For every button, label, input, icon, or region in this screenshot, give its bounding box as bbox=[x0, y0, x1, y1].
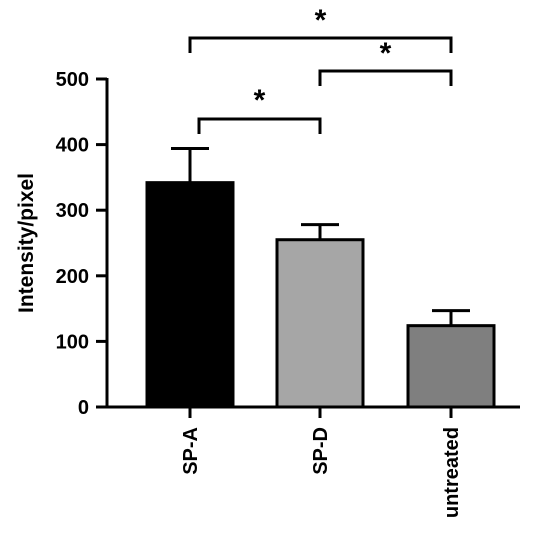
y-tick-label: 200 bbox=[56, 266, 89, 288]
y-axis-label: Intensity/pixel bbox=[15, 173, 38, 313]
y-tick-label: 100 bbox=[56, 331, 89, 353]
bars bbox=[145, 181, 496, 409]
significance-label: * bbox=[380, 37, 392, 70]
significance-label: * bbox=[315, 4, 327, 37]
significance-brackets: * * * bbox=[188, 4, 453, 134]
x-tick-label: untreated bbox=[441, 427, 463, 518]
error-bars bbox=[171, 147, 470, 326]
y-tick-label: 400 bbox=[56, 135, 89, 157]
significance-bracket bbox=[188, 36, 453, 53]
significance-bracket bbox=[197, 117, 322, 134]
bar-sp-d bbox=[275, 238, 365, 409]
bar-untreated bbox=[406, 324, 496, 409]
y-tick-label: 300 bbox=[56, 200, 89, 222]
axes: 0 100 200 300 400 500 SP-A SP-D untreated bbox=[56, 69, 520, 518]
significance-bracket bbox=[318, 69, 453, 86]
x-tick-label: SP-A bbox=[180, 427, 202, 475]
y-tick-label: 0 bbox=[78, 397, 89, 419]
y-tick-label: 500 bbox=[56, 69, 89, 91]
x-tick-label: SP-D bbox=[310, 427, 332, 475]
bar-sp-a bbox=[145, 181, 235, 409]
significance-label: * bbox=[254, 84, 266, 117]
